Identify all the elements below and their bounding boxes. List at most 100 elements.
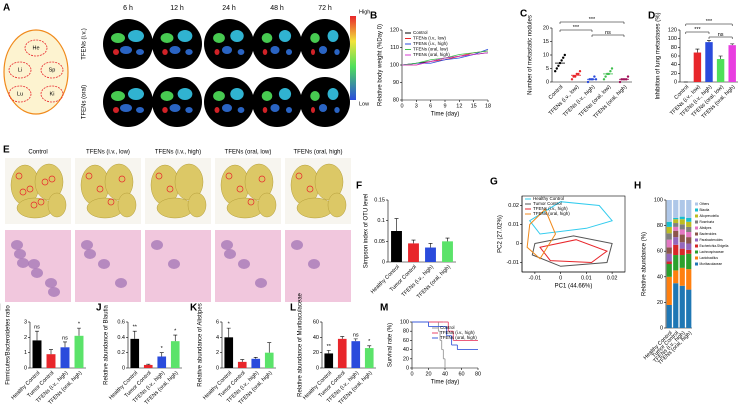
bar [170, 341, 180, 368]
bar-segment [666, 261, 672, 264]
bar-segment [666, 239, 672, 248]
error-bar [367, 345, 372, 349]
fluorescence [310, 91, 320, 101]
bar [716, 59, 725, 82]
legend-swatch [695, 262, 698, 266]
significance-bracket [559, 21, 625, 24]
significance: * [174, 328, 177, 334]
histology-lesion [151, 240, 163, 250]
bar-segment [666, 247, 672, 254]
error-bar [411, 239, 416, 244]
x-tick-label: 6 [429, 103, 432, 109]
bar [705, 42, 713, 82]
legend-label: Lachnospiraceae [700, 250, 725, 254]
bar-segment [673, 230, 679, 238]
significance: *** [573, 25, 580, 31]
y-tick-label: 0.05 [374, 239, 385, 245]
y-tick-label: 20 [313, 350, 319, 356]
group-label: TFENs (i.v., high) [155, 150, 201, 156]
x-tick-label: 40 [442, 371, 448, 377]
group-contour [531, 235, 613, 267]
data-point [578, 70, 582, 73]
scale-low: Low [359, 101, 369, 107]
imaging-frame [103, 19, 153, 69]
legend-label: Tumor Control [533, 201, 562, 206]
imaging-frame [300, 77, 350, 127]
fluorescence [334, 107, 340, 113]
data-point [554, 70, 557, 73]
bar [224, 337, 234, 368]
fluorescence [177, 30, 193, 42]
bar-segment [666, 264, 672, 277]
y-tick-label: 80 [393, 97, 399, 103]
x-tick-label: 12 [456, 103, 462, 109]
y-tick-label: 80 [403, 329, 409, 335]
legend-swatch [695, 256, 698, 260]
nodule-mark [118, 175, 126, 183]
legend-label: Control [413, 30, 428, 35]
bar [364, 348, 374, 368]
fluorescence [113, 107, 119, 113]
fluorescence [261, 91, 273, 101]
histology-lesion [308, 259, 320, 269]
panel-label: C [520, 9, 527, 20]
bar-segment [686, 226, 692, 232]
y-tick-label: 1 [24, 350, 27, 356]
histology-lesion [14, 249, 26, 259]
fluorescence [111, 33, 125, 43]
legend-swatch [695, 220, 698, 224]
bar-segment [686, 253, 692, 270]
lung-lobe [156, 197, 194, 219]
lung-lobe [327, 192, 347, 218]
significance: ns [62, 335, 68, 341]
fluorescence [214, 49, 220, 55]
significance-bracket [685, 31, 710, 34]
fluorescence [221, 46, 233, 54]
x-tick-label: 0 [410, 371, 413, 377]
y-tick-label: 0 [674, 79, 677, 85]
y-axis-label: Relative body weight (%Day 0) [378, 24, 384, 106]
y-axis-label: Relative abundance of Alistipes [198, 303, 204, 386]
y-tick-label: 110 [390, 45, 399, 51]
data-point [586, 80, 590, 84]
legend-label: Alloprevotella [700, 214, 719, 218]
y-tick-label: 20 [403, 356, 409, 362]
error-bar [445, 237, 450, 242]
bar-segment [679, 248, 685, 256]
significance: ns [605, 30, 611, 36]
imaging-frame [300, 19, 350, 69]
bar-segment [666, 304, 672, 328]
bar-segment [673, 200, 679, 218]
time-label: 6 h [123, 5, 133, 12]
panel-label: H [634, 181, 641, 192]
panel-label: K [190, 303, 198, 314]
fluorescence [310, 49, 316, 55]
significance: ns [718, 32, 724, 38]
data-point [563, 53, 566, 57]
y-tick-label: -0.01 [506, 260, 519, 266]
row-label: TFENs (oral) [82, 85, 88, 119]
nodule-mark [295, 172, 303, 180]
y-tick-label: 0 [516, 241, 519, 247]
bar [251, 358, 261, 368]
y-tick-label: 80 [657, 223, 663, 229]
organ-label: Lu [17, 91, 23, 97]
significance: ns [353, 332, 359, 338]
bar-segment [666, 226, 672, 234]
y-tick-label: 0 [382, 259, 385, 265]
y-tick-label: 0.1 [377, 218, 385, 224]
bar [728, 45, 736, 82]
y-axis-label: Relative abundance of Blautia [104, 304, 110, 384]
fluorescence [128, 30, 144, 42]
significance-bracket [591, 34, 625, 37]
fluorescence [310, 107, 316, 113]
bar-segment [686, 221, 692, 227]
group-label: Control [28, 150, 47, 156]
data-point [570, 78, 574, 81]
data-point [626, 75, 630, 78]
error-bar [730, 43, 735, 46]
x-tick-label: 3 [415, 103, 418, 109]
bar [351, 341, 361, 368]
data-point [618, 80, 622, 84]
bar-segment [679, 216, 685, 220]
